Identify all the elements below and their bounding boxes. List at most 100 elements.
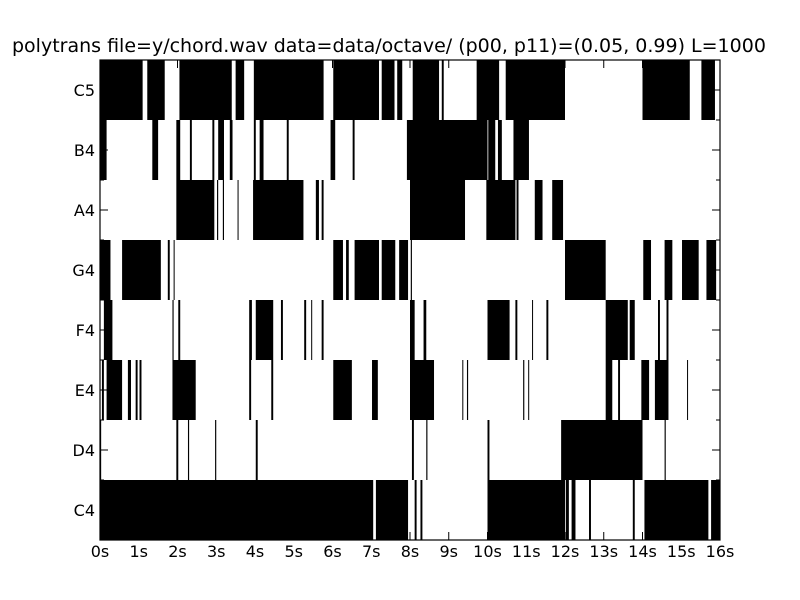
note-segment-b4 [152,120,159,180]
note-segment-b4 [229,120,233,180]
note-segment-f4 [666,300,669,360]
note-segment-a4 [237,180,239,240]
y-tick-label: G4 [72,261,95,280]
note-segment-c4 [589,480,591,540]
note-segment-a4 [222,180,224,240]
note-segment-d4 [411,420,414,480]
note-segment-b4 [259,120,264,180]
note-segment-f4 [546,300,549,360]
note-segment-g4 [333,240,343,300]
note-segment-d4 [487,420,490,480]
note-segment-g4 [664,240,673,300]
note-segment-d4 [561,420,643,480]
note-segment-f4 [605,300,628,360]
note-segment-e4 [641,360,650,420]
note-segment-e4 [528,360,530,420]
note-segment-c4 [487,480,565,540]
note-segment-c5 [179,60,232,120]
note-segment-g4 [410,240,412,300]
note-segment-a4 [315,180,319,240]
note-segment-e4 [249,360,252,420]
note-segment-a4 [253,180,304,240]
note-segment-e4 [654,360,669,420]
note-segment-b4 [497,120,502,180]
note-segment-c4 [571,480,576,540]
note-segment-g4 [565,240,606,300]
note-segment-e4 [127,360,131,420]
note-segment-e4 [135,360,138,420]
note-segment-f4 [280,300,283,360]
note-segment-f4 [103,300,113,360]
note-segment-e4 [372,360,378,420]
note-segment-d4 [187,420,190,480]
note-segment-f4 [629,300,635,360]
note-segment-b4 [488,120,496,180]
note-segment-c4 [420,480,423,540]
note-segment-b4 [513,120,529,180]
note-segment-c5 [147,60,165,120]
note-segment-d4 [426,420,428,480]
note-segment-b4 [352,120,355,180]
x-tick-label: 11s [512,542,541,561]
note-segment-g4 [167,240,170,300]
note-segment-e4 [139,360,142,420]
note-segment-f4 [487,300,510,360]
x-tick-label: 10s [473,542,502,561]
x-tick-label: 6s [323,542,342,561]
note-segment-b4 [189,120,192,180]
note-segment-e4 [333,360,352,420]
note-segment-a4 [486,180,516,240]
x-tick-label: 15s [667,542,696,561]
note-segment-c4 [414,480,417,540]
note-segment-g4 [682,240,699,300]
x-tick-label: 16s [706,542,735,561]
cells-layer [100,60,720,540]
note-segment-f4 [304,300,307,360]
note-segment-c5 [235,60,245,120]
note-segment-f4 [255,300,274,360]
x-tick-label: 1s [129,542,148,561]
x-tick-label: 5s [284,542,303,561]
note-segment-g4 [643,240,652,300]
x-tick-label: 4s [246,542,265,561]
note-segment-g4 [354,240,379,300]
note-segment-a4 [217,180,219,240]
note-segment-c5 [505,60,565,120]
note-segment-c5 [412,60,440,120]
y-tick-label: C5 [74,81,95,100]
note-segment-c5 [642,60,690,120]
note-segment-b4 [218,120,224,180]
note-segment-a4 [516,180,519,240]
note-segment-f4 [658,300,660,360]
note-segment-d4 [664,420,666,480]
x-tick-labels: 0s 1s 2s 3s 4s 5s 6s 7s 8s 9s 10s 11s 12s 13s 14s 15s 16… [91,542,735,561]
note-segment-a4 [534,180,543,240]
note-segment-f4 [423,300,427,360]
x-tick-label: 3s [207,542,226,561]
chart-title: polytrans file=y/chord.wav data=data/oct… [12,35,766,57]
x-tick-label: 14s [628,542,657,561]
ticks-layer [99,60,721,540]
x-tick-label: 2s [168,542,187,561]
note-segment-f4 [515,300,518,360]
note-segment-c4 [375,480,409,540]
note-segment-c4 [100,480,374,540]
note-segment-f4 [249,300,252,360]
y-tick-label: A4 [74,201,95,220]
note-segment-f4 [321,300,324,360]
note-segment-e4 [172,360,196,420]
note-segment-d4 [176,420,179,480]
note-segment-c4 [565,480,569,540]
note-segment-e4 [462,360,464,420]
x-tick-label: 8s [401,542,420,561]
note-segment-a4 [410,180,466,240]
note-segment-b4 [176,120,181,180]
note-segment-b4 [253,120,256,180]
note-segment-a4 [321,180,324,240]
note-segment-c5 [381,60,395,120]
note-segment-g4 [399,240,409,300]
note-segment-b4 [212,120,215,180]
y-tick-label: C4 [74,501,95,520]
y-tick-label: E4 [75,381,95,400]
